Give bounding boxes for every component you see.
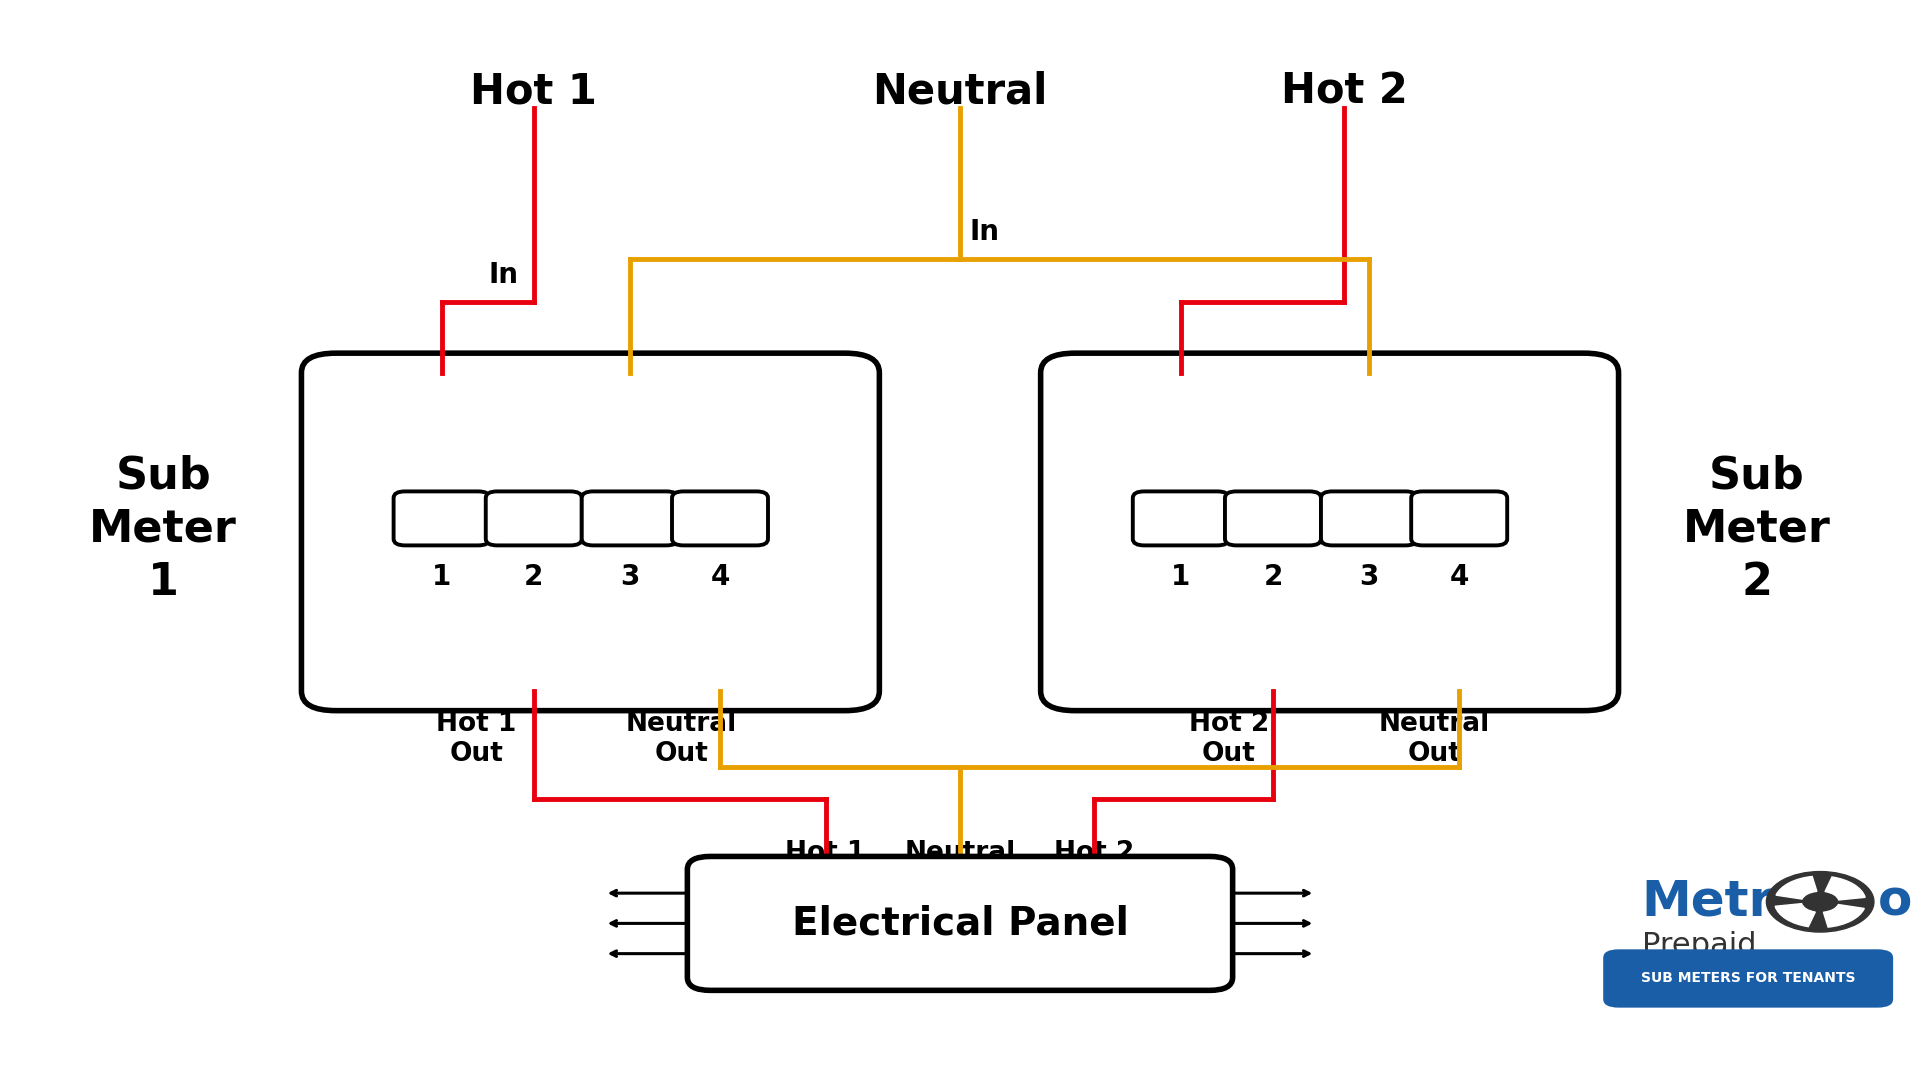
Text: Neutral: Neutral — [872, 70, 1048, 112]
FancyBboxPatch shape — [1041, 353, 1619, 711]
Text: Electrical Panel: Electrical Panel — [791, 904, 1129, 943]
Text: Hot 2: Hot 2 — [1281, 70, 1407, 112]
Wedge shape — [1826, 877, 1864, 900]
Text: Neutral
Out: Neutral Out — [1379, 711, 1490, 767]
FancyBboxPatch shape — [672, 491, 768, 545]
Text: In: In — [488, 261, 518, 289]
Text: Hot 1: Hot 1 — [470, 70, 597, 112]
FancyBboxPatch shape — [1225, 491, 1321, 545]
FancyBboxPatch shape — [582, 491, 678, 545]
FancyBboxPatch shape — [1411, 491, 1507, 545]
Text: 2: 2 — [1263, 563, 1283, 591]
Wedge shape — [1776, 904, 1814, 927]
Text: Sub
Meter
1: Sub Meter 1 — [88, 455, 238, 604]
FancyBboxPatch shape — [1603, 949, 1893, 1008]
FancyBboxPatch shape — [1321, 491, 1417, 545]
Text: Hot 1
Out: Hot 1 Out — [436, 711, 516, 767]
Wedge shape — [1776, 877, 1816, 899]
Text: SUB METERS FOR TENANTS: SUB METERS FOR TENANTS — [1642, 972, 1855, 985]
Circle shape — [1766, 872, 1874, 932]
FancyBboxPatch shape — [687, 856, 1233, 990]
FancyBboxPatch shape — [301, 353, 879, 711]
Text: o: o — [1878, 878, 1912, 926]
Text: 3: 3 — [1359, 563, 1379, 591]
Text: 4: 4 — [710, 563, 730, 591]
Text: 4: 4 — [1450, 563, 1469, 591]
FancyBboxPatch shape — [486, 491, 582, 545]
Text: In: In — [970, 218, 1000, 246]
Text: Hot 2: Hot 2 — [1054, 840, 1135, 866]
Text: 1: 1 — [432, 563, 451, 591]
Text: Sub
Meter
2: Sub Meter 2 — [1682, 455, 1832, 604]
Text: Hot 1: Hot 1 — [785, 840, 866, 866]
Wedge shape — [1824, 905, 1864, 927]
Text: Prepaid: Prepaid — [1642, 931, 1757, 959]
Text: Neutral: Neutral — [904, 840, 1016, 866]
Text: Metr: Metr — [1642, 878, 1774, 926]
FancyBboxPatch shape — [1133, 491, 1229, 545]
Text: Hot 2
Out: Hot 2 Out — [1188, 711, 1269, 767]
Text: 2: 2 — [524, 563, 543, 591]
Text: 1: 1 — [1171, 563, 1190, 591]
FancyBboxPatch shape — [394, 491, 490, 545]
Text: 3: 3 — [620, 563, 639, 591]
Text: Neutral
Out: Neutral Out — [626, 711, 737, 767]
